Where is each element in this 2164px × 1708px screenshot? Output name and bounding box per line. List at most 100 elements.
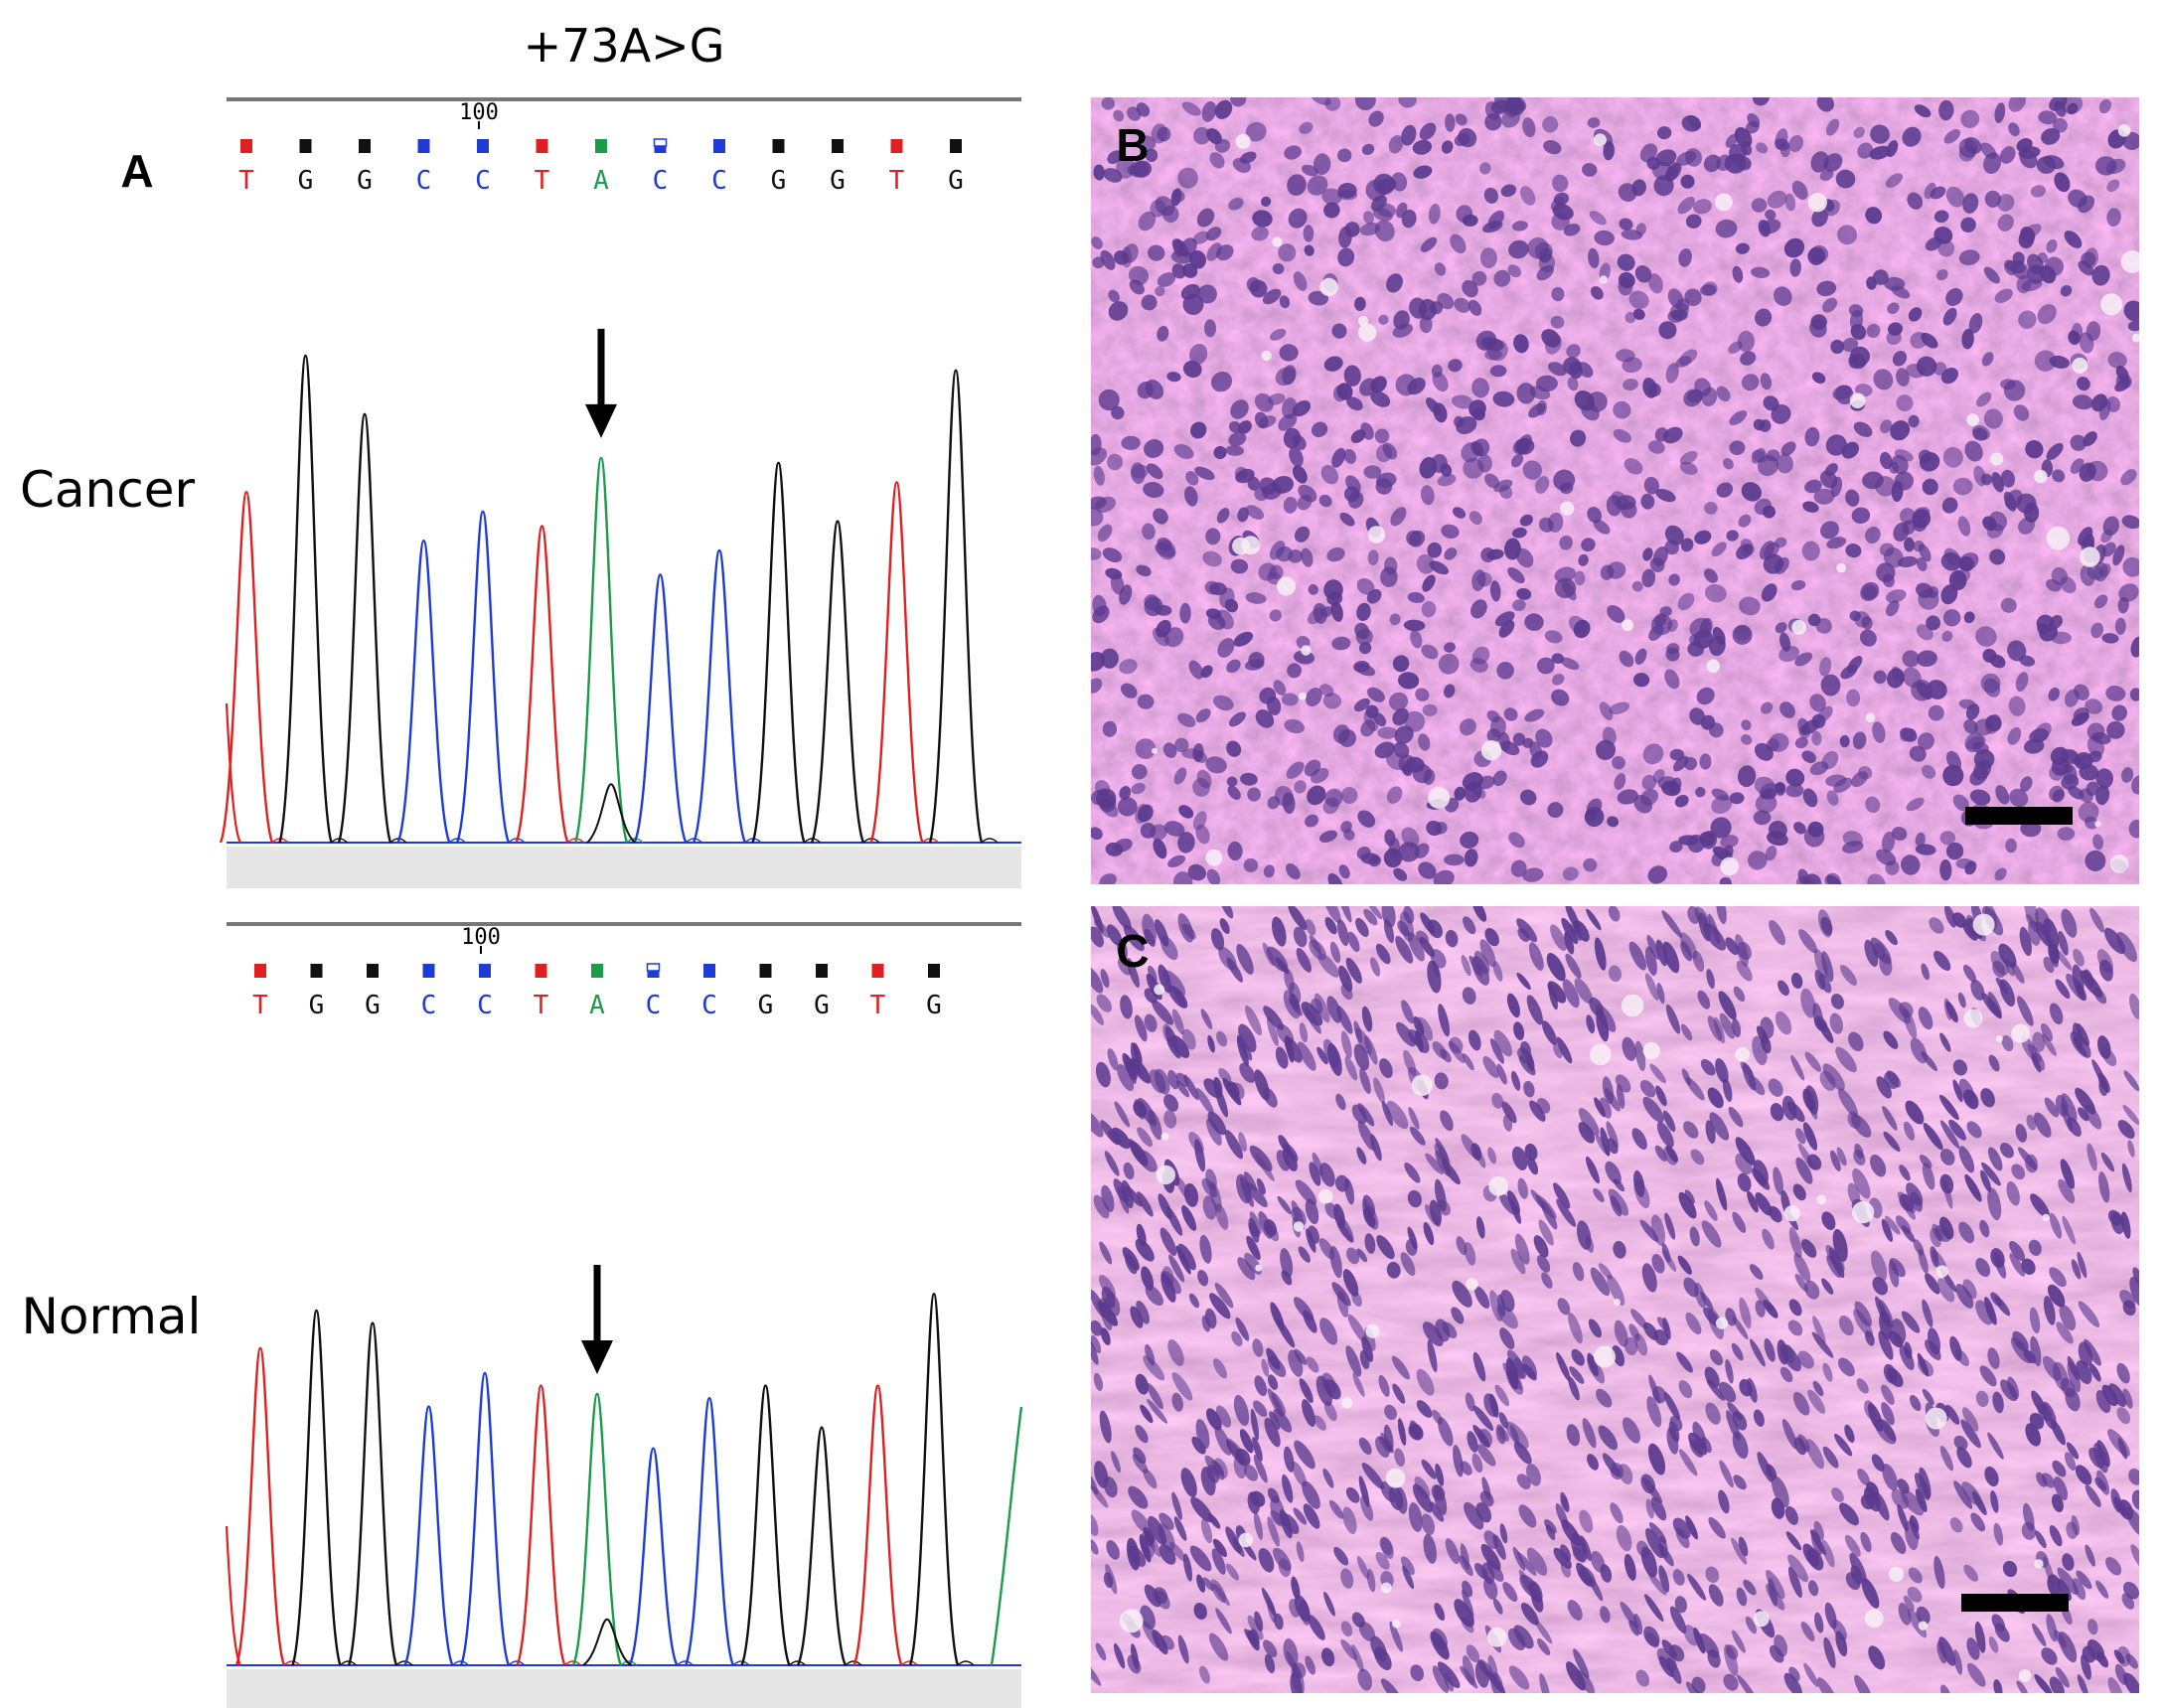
cell-nucleus [1240,1176,1254,1207]
cell-nucleus [1618,183,1637,202]
cell-nucleus [1346,396,1363,411]
partial-peak-left [225,702,241,844]
cell-nucleus [1600,1606,1611,1624]
cell-nucleus [1619,650,1634,668]
cell-nucleus [1759,782,1778,800]
cell-nucleus [1779,142,1790,158]
cell-nucleus [1131,1509,1152,1534]
cell-nucleus [1860,1531,1872,1553]
cell-nucleus [1740,1061,1754,1078]
cell-nucleus [1602,1076,1615,1105]
cell-nucleus [1935,268,1948,281]
cell-nucleus [1479,939,1496,968]
cell-nucleus [2055,1094,2069,1117]
base-letter-7: C [653,166,669,196]
cell-nucleus [1579,1509,1594,1533]
cell-nucleus [2075,1465,2092,1485]
cell-nucleus [1421,1513,1435,1535]
cell-nucleus [1800,988,1816,1018]
cell-nucleus [1735,1153,1753,1175]
cell-nucleus [1516,434,1533,455]
cell-nucleus [1130,462,1146,484]
clear-vacuole [2109,854,2129,873]
cell-nucleus [1835,1046,1857,1073]
cell-nucleus [1536,399,1548,416]
cell-nucleus [1695,787,1706,798]
cell-nucleus [1128,1485,1149,1509]
cell-nucleus [1634,648,1647,665]
cell-nucleus [1661,910,1683,938]
base-letter-0: T [238,166,254,196]
cell-nucleus [2062,1553,2075,1571]
cell-nucleus [1854,1674,1873,1693]
cell-nucleus [1487,1654,1498,1683]
cell-nucleus [1698,1633,1720,1658]
cell-nucleus [1508,239,1529,259]
cell-nucleus [1527,1157,1539,1175]
cell-nucleus [1313,153,1331,176]
cell-nucleus [1091,1320,1103,1336]
cell-nucleus [1906,1182,1924,1206]
cell-nucleus [1784,193,1796,212]
cell-nucleus [1719,876,1732,884]
cell-nucleus [1524,613,1544,631]
cell-nucleus [1236,1036,1249,1067]
cell-nucleus [1713,1016,1725,1044]
cell-nucleus [1384,829,1396,847]
cell-nucleus [1621,501,1637,519]
cell-nucleus [1676,298,1690,312]
cell-nucleus [1448,359,1463,373]
cell-nucleus [1958,552,1979,571]
cell-nucleus [1906,363,1926,379]
cell-nucleus [1173,767,1187,785]
cell-nucleus [1410,1664,1425,1682]
cell-nucleus [1355,917,1369,937]
noise-12 [981,838,999,844]
cell-nucleus [1802,1122,1818,1151]
cell-nucleus [2087,1143,2097,1171]
cell-nucleus [2052,469,2066,483]
cell-nucleus [1264,1417,1281,1448]
cell-nucleus [1722,1078,1733,1102]
cell-nucleus [1939,1149,1955,1165]
cell-nucleus [1588,1575,1604,1602]
cell-nucleus [1182,360,1202,379]
cell-nucleus [1305,1655,1315,1675]
cell-nucleus [1298,484,1317,503]
cell-nucleus [1573,1648,1590,1679]
cell-nucleus [1829,1012,1844,1034]
cell-nucleus [1401,827,1420,848]
cell-nucleus [1377,726,1398,739]
cell-nucleus [1471,906,1487,922]
cell-nucleus [1775,622,1787,634]
track-top-rule [227,97,1021,101]
cell-nucleus [2049,355,2071,369]
cell-nucleus [2111,704,2128,721]
cell-nucleus [1793,1437,1807,1456]
cell-nucleus [1462,214,1478,227]
cell-nucleus [1427,1339,1438,1373]
cell-nucleus [1165,1205,1183,1236]
cell-nucleus [1100,1327,1111,1345]
clear-vacuole [1358,323,1377,342]
cell-nucleus [1904,1341,1913,1360]
cell-nucleus [1249,1145,1273,1171]
base-call-square-10 [816,964,828,978]
cell-nucleus [1952,1649,1963,1675]
cell-nucleus [2001,1034,2014,1052]
clear-vacuole [1466,1278,1478,1291]
cell-nucleus [1900,508,1916,526]
cell-nucleus [1763,1300,1778,1319]
cell-nucleus [1284,1036,1303,1063]
cell-nucleus [2072,1578,2087,1601]
cell-nucleus [1679,450,1698,465]
peak-G-1 [291,1309,342,1666]
cell-nucleus [1092,605,1110,624]
cell-nucleus [1927,680,1947,699]
cell-nucleus [1153,838,1167,859]
clear-vacuole [1966,413,1980,426]
cell-nucleus [1539,1673,1551,1693]
clear-vacuole [2011,1023,2031,1043]
cell-nucleus [1556,1036,1573,1064]
